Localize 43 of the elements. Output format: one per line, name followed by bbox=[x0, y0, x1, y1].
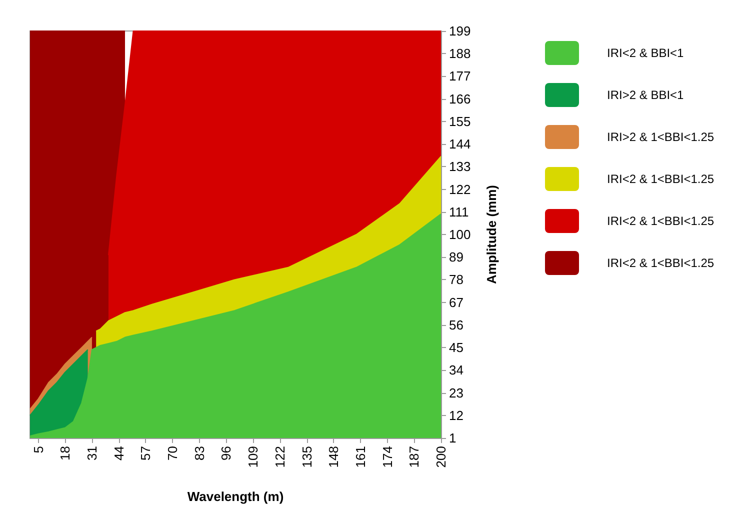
x-tick-label: 70 bbox=[165, 446, 180, 460]
x-tick-label: 135 bbox=[299, 446, 314, 468]
legend-label: IRI<2 & 1<BBI<1.25 bbox=[607, 172, 714, 186]
legend-label: IRI<2 & 1<BBI<1.25 bbox=[607, 214, 714, 228]
y-tick-label: 56 bbox=[449, 317, 464, 332]
legend-label: IRI<2 & BBI<1 bbox=[607, 46, 684, 60]
y-tick-label: 177 bbox=[449, 68, 471, 84]
x-tick-label: 148 bbox=[326, 446, 342, 468]
x-tick-label: 96 bbox=[218, 446, 234, 460]
x-tick-label: 122 bbox=[272, 446, 288, 468]
y-tick-label: 166 bbox=[449, 91, 471, 106]
y-tick-label: 1 bbox=[449, 430, 456, 446]
y-tick-label: 45 bbox=[449, 340, 464, 356]
y-tick-label: 100 bbox=[449, 227, 471, 242]
x-tick-label: 44 bbox=[111, 446, 126, 460]
x-tick-label: 31 bbox=[84, 446, 100, 460]
x-tick-label: 57 bbox=[138, 446, 154, 460]
x-tick-label: 83 bbox=[192, 446, 207, 460]
y-tick-label: 89 bbox=[449, 250, 464, 265]
y-tick-label: 23 bbox=[449, 385, 464, 400]
x-tick-label: 5 bbox=[30, 446, 46, 454]
x-tick-label: 18 bbox=[58, 446, 73, 460]
y-tick-label: 111 bbox=[449, 204, 469, 220]
x-tick-label: 174 bbox=[380, 446, 395, 468]
x-tick-label: 200 bbox=[434, 446, 448, 468]
y-tick-label: 155 bbox=[449, 114, 471, 129]
y-tick-label: 67 bbox=[449, 294, 464, 310]
legend-label: IRI<2 & 1<BBI<1.25 bbox=[607, 256, 714, 270]
y-tick-label: 34 bbox=[449, 362, 464, 378]
legend-label: IRI>2 & 1<BBI<1.25 bbox=[607, 130, 714, 144]
legend-label: IRI>2 & BBI<1 bbox=[607, 88, 684, 102]
y-tick-label: 122 bbox=[449, 182, 471, 197]
y-tick-label: 199 bbox=[449, 24, 471, 38]
x-tick-label: 187 bbox=[406, 446, 422, 468]
y-tick-label: 12 bbox=[449, 408, 464, 423]
x-tick-label: 161 bbox=[352, 446, 368, 468]
y-tick-label: 188 bbox=[449, 46, 471, 62]
x-tick-label: 109 bbox=[246, 446, 261, 468]
y-tick-label: 144 bbox=[449, 136, 471, 152]
y-axis-title: Amplitude (mm) bbox=[484, 185, 499, 284]
x-axis-title: Wavelength (m) bbox=[187, 489, 284, 504]
y-tick-label: 78 bbox=[449, 272, 464, 288]
y-tick-label: 133 bbox=[449, 159, 471, 174]
